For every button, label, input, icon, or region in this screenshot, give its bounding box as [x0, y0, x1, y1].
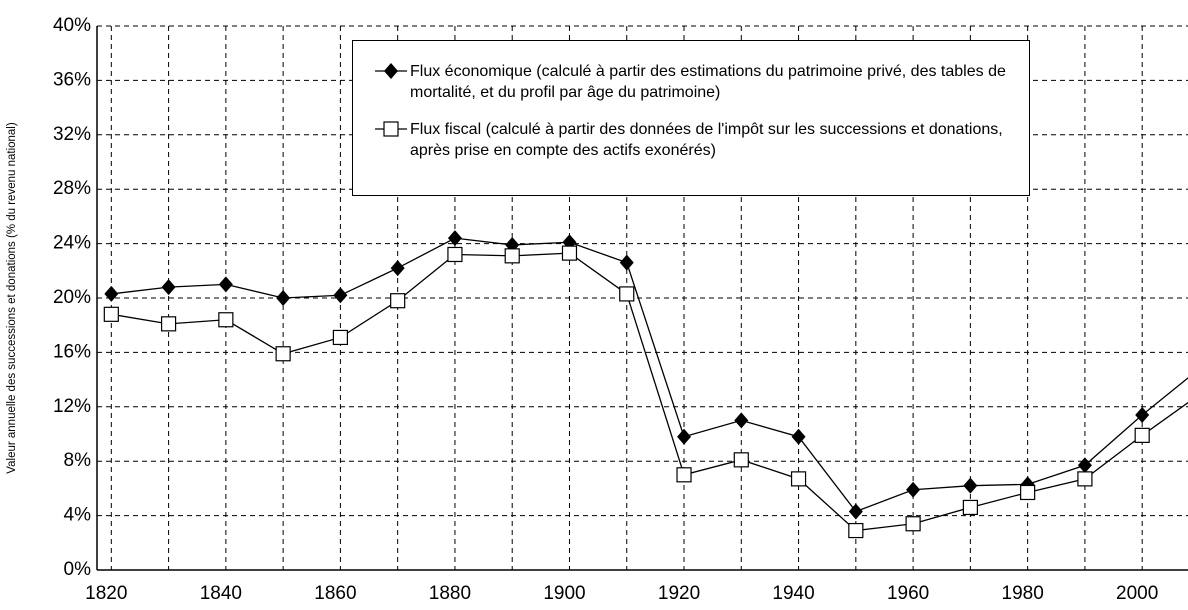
legend-entry: Flux fiscal (calculé à partir des donnée…	[375, 119, 1019, 161]
series-line	[111, 237, 1188, 513]
legend-swatch	[375, 63, 407, 79]
legend-swatch	[375, 121, 407, 137]
legend-entry: Flux économique (calculé à partir des es…	[375, 61, 1019, 103]
x-tick-label: 1860	[314, 583, 356, 604]
marker	[104, 285, 119, 302]
y-tick-label: 12%	[53, 396, 91, 417]
y-tick-label: 8%	[64, 450, 92, 471]
marker	[1077, 457, 1092, 474]
marker	[963, 477, 978, 494]
marker	[733, 452, 749, 468]
x-tick-label: 1980	[1002, 583, 1044, 604]
x-tick-label: 1840	[200, 583, 242, 604]
marker	[619, 286, 635, 302]
marker	[218, 276, 233, 293]
x-tick-label: 1940	[772, 583, 814, 604]
y-tick-label: 20%	[53, 287, 91, 308]
marker	[561, 245, 578, 261]
marker	[734, 412, 749, 429]
marker	[619, 254, 634, 271]
legend-label: Flux fiscal (calculé à partir des donnée…	[410, 121, 1003, 159]
x-tick-label: 1820	[85, 583, 127, 604]
marker	[906, 481, 921, 498]
marker	[791, 428, 806, 445]
marker	[1135, 406, 1150, 423]
x-tick-label: 1900	[543, 583, 585, 604]
marker	[1134, 427, 1150, 443]
marker	[962, 499, 978, 516]
y-tick-label: 24%	[53, 233, 91, 254]
marker	[332, 329, 348, 346]
marker	[676, 467, 692, 483]
marker	[103, 306, 119, 322]
legend-label: Flux économique (calculé à partir des es…	[410, 63, 1006, 101]
series-line	[111, 252, 1188, 532]
y-tick-label: 40%	[53, 15, 91, 36]
marker	[333, 287, 348, 304]
marker	[383, 121, 399, 137]
marker	[1077, 471, 1093, 487]
y-tick-label: 32%	[53, 124, 91, 145]
marker	[390, 260, 405, 277]
marker	[1020, 484, 1036, 501]
x-tick-label: 1960	[887, 583, 929, 604]
y-tick-label: 4%	[64, 505, 92, 526]
y-tick-label: 36%	[53, 69, 91, 90]
marker	[848, 522, 864, 539]
y-tick-label: 16%	[53, 341, 91, 362]
y-tick-label: 0%	[64, 559, 92, 580]
plot	[103, 230, 1188, 539]
marker	[160, 316, 177, 332]
marker	[677, 428, 692, 445]
x-tick-label: 1880	[429, 583, 471, 604]
marker	[218, 312, 234, 328]
marker	[390, 293, 406, 309]
marker	[790, 471, 807, 487]
marker	[161, 279, 176, 296]
x-tick-label: 2000	[1116, 583, 1158, 604]
marker	[504, 248, 520, 264]
marker	[275, 346, 291, 362]
x-tick-label: 1920	[658, 583, 700, 604]
marker	[447, 246, 463, 263]
marker	[447, 230, 462, 247]
y-axis-label: Valeur annuelle des successions et donat…	[6, 122, 18, 474]
y-tick-label: 28%	[53, 178, 91, 199]
marker	[848, 503, 863, 520]
marker	[276, 290, 291, 306]
marker	[384, 63, 398, 79]
legend: Flux économique (calculé à partir des es…	[352, 40, 1030, 196]
marker	[905, 516, 921, 532]
